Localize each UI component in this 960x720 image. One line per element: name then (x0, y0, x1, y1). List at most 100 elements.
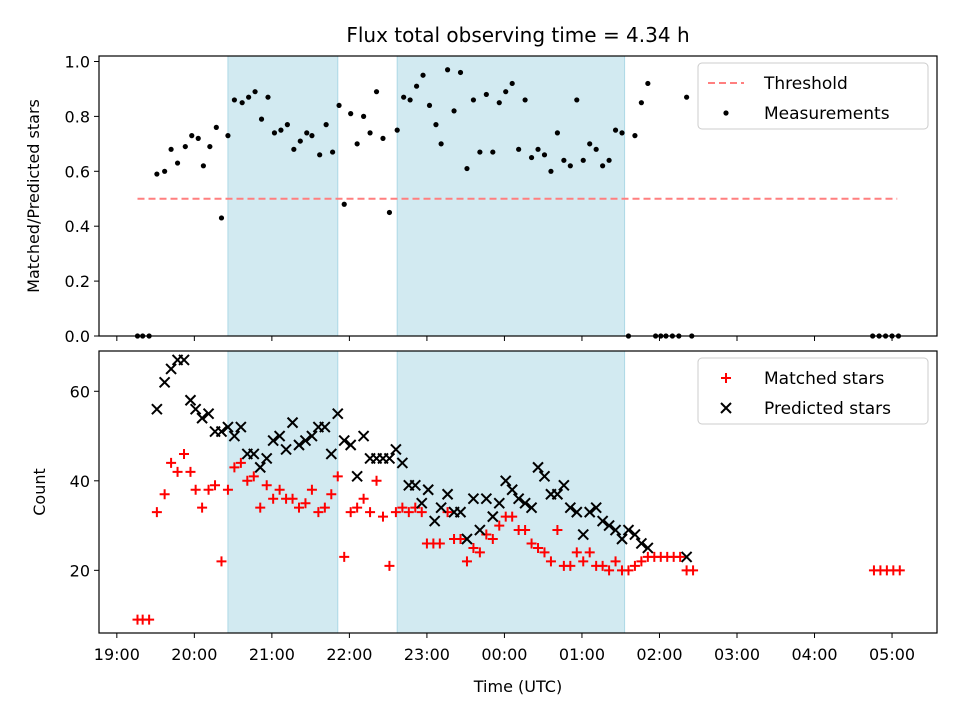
legend-predicted-marker (720, 402, 732, 414)
matched-star-point (210, 480, 221, 491)
predicted-star-point (525, 501, 538, 514)
predicted-star-point (325, 448, 338, 460)
predicted-star-point (165, 363, 177, 375)
predicted-star-point (680, 551, 693, 563)
y-tick-label: 20 (70, 561, 90, 580)
measurement-point (619, 130, 625, 136)
matched-star-point (584, 547, 595, 558)
legend-box (697, 357, 929, 425)
matched-star-point (474, 547, 485, 558)
measurement-point (401, 94, 407, 100)
predicted-star-point (344, 439, 357, 451)
matched-star-point (352, 502, 363, 513)
measurement-point (213, 124, 219, 130)
measurement-point (496, 100, 502, 106)
matched-star-point (274, 484, 285, 495)
y-tick-label: 0.4 (65, 217, 90, 236)
matched-star-point (222, 484, 233, 495)
measurement-point (373, 89, 380, 95)
predicted-star-point (577, 528, 589, 541)
measurement-point (367, 130, 373, 136)
x-tick-label: 21:00 (249, 645, 295, 664)
measurement-point (413, 83, 420, 89)
matched-star-point (300, 498, 311, 509)
predicted-star-point (480, 493, 493, 505)
x-tick-label: 03:00 (714, 645, 760, 664)
matched-star-point (151, 507, 162, 518)
predicted-star-point (293, 439, 305, 451)
matched-star-point (294, 502, 305, 513)
matched-star-point (319, 502, 330, 513)
measurement-point (593, 146, 599, 152)
predicted-star-point (189, 403, 202, 415)
legend-label: Measurements (764, 104, 890, 124)
measurement-point (645, 80, 651, 87)
legend-box (697, 62, 929, 130)
matched-star-point (597, 560, 608, 571)
predicted-star-point (629, 528, 641, 541)
predicted-star-point (396, 457, 409, 469)
matched-star-point (185, 466, 196, 477)
measurement-point (470, 97, 477, 103)
predicted-star-point (196, 412, 208, 424)
measurement-point (503, 89, 509, 95)
predicted-star-point (596, 515, 609, 527)
matched-star-point (688, 565, 699, 576)
measurement-point (444, 67, 451, 73)
predicted-star-point (215, 425, 228, 438)
predicted-star-point (178, 354, 190, 366)
measurement-point (483, 91, 489, 98)
predicted-star-point (512, 493, 525, 505)
matched-star-point (377, 511, 388, 522)
matched-star-point (604, 565, 615, 576)
x-tick-label: 04:00 (791, 645, 837, 664)
measurement-point (336, 102, 342, 109)
measurement-point (407, 97, 413, 103)
predicted-star-point (306, 430, 318, 442)
matched-star-point (216, 556, 227, 567)
matched-star-point (539, 547, 550, 558)
predicted-star-point (441, 488, 454, 500)
measurement-point (284, 122, 290, 128)
predicted-star-point (260, 452, 273, 465)
matched-star-point (434, 538, 445, 549)
legend-label: Matched stars (764, 369, 884, 389)
predicted-star-point (583, 506, 596, 518)
matched-star-point (636, 556, 647, 567)
observing-window-1 (227, 350, 339, 634)
matched-star-point (229, 462, 240, 473)
measurement-point (426, 102, 433, 109)
measurement-point (231, 97, 238, 103)
x-tick-label: 23:00 (404, 645, 450, 664)
measurement-point (348, 111, 354, 117)
matched-star-point (403, 507, 414, 518)
measurement-point (252, 89, 258, 95)
measurement-point (600, 163, 606, 169)
matched-star-point (455, 534, 466, 544)
predicted-star-point (564, 501, 577, 514)
y-tick-label: 0.0 (65, 327, 90, 346)
measurement-point (329, 149, 336, 155)
measurement-point (239, 100, 245, 106)
measurement-point (606, 157, 612, 163)
matched-star-point (197, 502, 208, 513)
measurement-point (522, 97, 528, 103)
measurement-point (457, 69, 464, 76)
measurement-point (323, 122, 329, 128)
measurement-point (154, 171, 160, 177)
predicted-star-point (461, 533, 473, 545)
matched-star-point (306, 484, 317, 495)
matched-star-point (268, 493, 279, 504)
predicted-star-point (467, 493, 480, 505)
predicted-star-point (351, 470, 363, 483)
measurement-point (509, 80, 515, 87)
plot-frame (98, 55, 938, 337)
measurement-point (567, 163, 573, 169)
matched-star-point (384, 560, 395, 571)
y-tick-label: 0.8 (65, 107, 90, 126)
matched-star-point (629, 560, 640, 571)
predicted-star-point (222, 421, 234, 433)
matched-star-point (172, 466, 183, 477)
measurement-point (195, 135, 201, 141)
measurement-point (168, 146, 174, 152)
